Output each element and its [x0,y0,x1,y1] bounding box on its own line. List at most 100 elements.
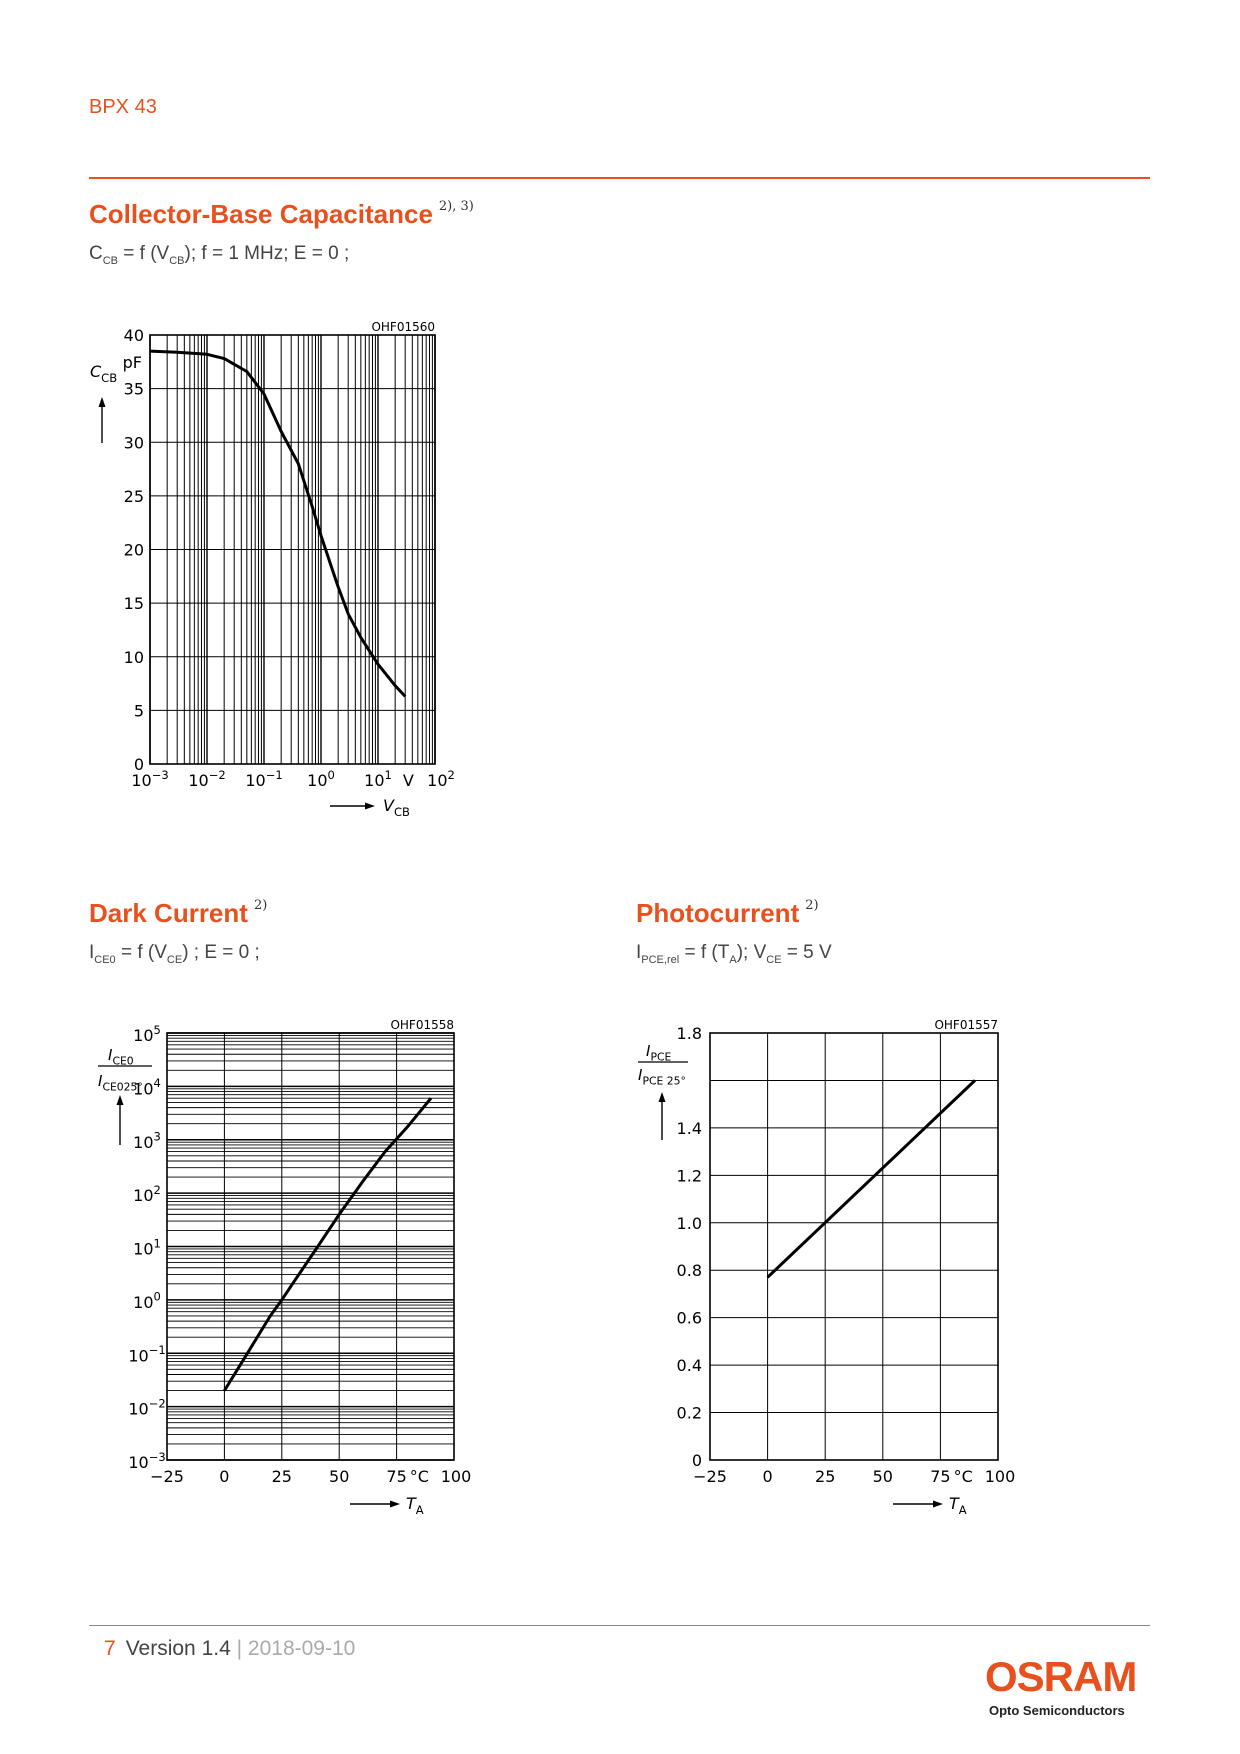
formula-part: = f (V [115,942,167,963]
x-tick-label: 10−2 [188,768,225,790]
y-tick-label: 25 [124,487,144,506]
x-tick-label: 10−3 [131,768,168,790]
x-axis-arrow-head [933,1500,943,1508]
x-tick-label: 50 [329,1467,349,1486]
x-tick-label: 50 [873,1467,893,1486]
chart-id: OHF01558 [390,1018,454,1032]
footer-date: 2018-09-10 [247,1637,356,1660]
plot-frame [149,334,436,765]
section-title-text: Photocurrent [636,898,800,928]
y-axis-label: CCB [90,362,117,385]
y-tick-label: 104 [133,1076,161,1098]
formula-sub: A [729,953,737,966]
section-title-capacitance: Collector-Base Capacitance 2), 3) [89,199,474,230]
y-tick-label: 20 [124,541,144,560]
footnote-ref: 2) [805,898,819,913]
x-tick-label: 25 [272,1467,292,1486]
formula-part: ); V [736,942,767,963]
formula-part: I [89,942,95,963]
y-tick-label: 0 [134,755,144,774]
formula-sub: CE [166,953,183,966]
y-tick-label: 40 [124,326,144,345]
y-tick-label: 10−1 [128,1343,165,1365]
formula-sub: CE0 [94,953,116,966]
formula-part: = f (V [118,243,170,264]
footer-rule [89,1625,1150,1626]
footer-separator: | [236,1637,243,1660]
section-title-photocurrent: Photocurrent 2) [636,898,819,929]
formula-capacitance: CCB = f (VCB); f = 1 MHz; E = 0 ; [89,243,349,267]
formula-part: = f (T [679,942,730,963]
formula-sub: PCE,rel [641,953,680,966]
formula-part: ) ; E = 0 ; [182,942,260,963]
section-title-dark-current: Dark Current 2) [89,898,267,929]
y-tick-label: 5 [134,701,144,720]
y-axis-arrow-head [658,1092,666,1102]
formula-sub: CB [102,254,119,267]
footnote-ref: 2) [253,898,268,913]
x-tick-label: 25 [815,1467,835,1486]
y-tick-label: 1.8 [677,1024,702,1043]
x-tick-label: 75 [930,1467,950,1486]
formula-part: C [89,243,103,264]
x-unit-label: V [403,771,414,790]
formula-photocurrent: IPCE,rel = f (TA); VCE = 5 V [636,942,832,966]
data-line-capacitance [149,349,407,698]
formula-sub: CE [766,953,782,966]
x-axis-label: VCB [383,796,410,819]
formula-part: I [636,942,642,963]
data-line-photocurrent [766,1079,977,1279]
section-title-text: Dark Current [89,898,248,928]
chart-id: OHF01560 [371,320,435,334]
x-tick-label: 100 [307,768,335,790]
page-number: 7 [104,1637,116,1660]
x-axis-arrow-head [365,802,375,810]
chart-id: OHF01557 [934,1018,998,1032]
y-axis-label-denominator: IPCE 25° [638,1066,686,1088]
x-tick-label: 0 [763,1467,773,1486]
x-tick-label: 100 [441,1467,472,1486]
footnote-ref: 2), 3) [438,199,474,214]
y-tick-label: 35 [124,380,144,399]
x-tick-label: −25 [150,1467,184,1486]
x-unit-label: °C [410,1467,429,1486]
x-axis-arrow-head [390,1500,400,1508]
formula-part: = 5 V [781,942,832,963]
x-tick-label: 10−1 [245,768,282,790]
y-tick-label: 0.6 [677,1309,702,1328]
section-title-text: Collector-Base Capacitance [89,199,433,229]
formula-sub: CB [169,254,185,267]
y-tick-label: 1.4 [677,1119,702,1138]
formula-dark-current: ICE0 = f (VCE) ; E = 0 ; [89,942,260,966]
y-unit-label: pF [123,353,142,372]
header-rule [89,177,1150,179]
doc-title: BPX 43 [89,96,157,118]
x-unit-label: °C [954,1467,973,1486]
y-tick-label: 0.2 [677,1404,702,1423]
y-tick-label: 30 [124,433,144,452]
plot-frame [166,1032,455,1461]
y-tick-label: 0.8 [677,1261,702,1280]
plot-frame [709,1032,999,1461]
footer: 7 Version 1.4 | 2018-09-10 [104,1637,355,1661]
osram-logo-subtitle: Opto Semiconductors [989,1703,1125,1718]
y-tick-label: 103 [133,1130,161,1152]
x-tick-label: −25 [693,1467,727,1486]
version: Version 1.4 [125,1637,231,1660]
y-axis-label-numerator: IPCE [646,1042,671,1064]
osram-logo: OSRAM [985,1653,1137,1700]
x-axis-label: TA [949,1494,967,1517]
x-tick-label: 101 [364,768,392,790]
y-tick-label: 0 [692,1451,702,1470]
y-tick-label: 1.0 [677,1214,702,1233]
y-tick-label: 15 [124,594,144,613]
y-tick-label: 102 [133,1183,161,1205]
y-tick-label: 0.4 [677,1356,702,1375]
y-tick-label: 101 [133,1236,161,1258]
y-tick-label: 10 [124,648,144,667]
x-tick-label: 0 [219,1467,229,1486]
y-tick-label: 105 [133,1023,161,1045]
x-tick-label: 100 [985,1467,1016,1486]
data-line-dark-current [223,1097,433,1392]
